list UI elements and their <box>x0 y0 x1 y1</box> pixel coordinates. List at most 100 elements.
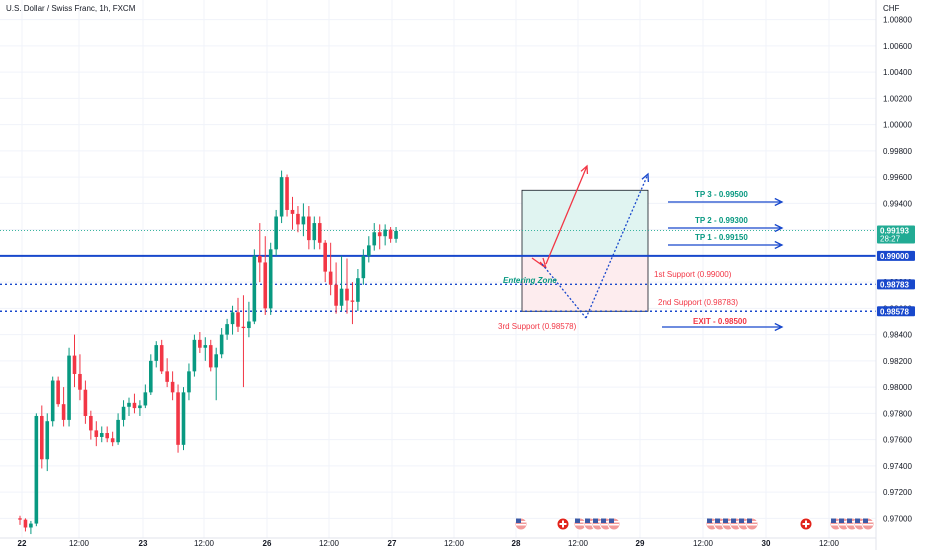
candle-body <box>154 345 159 361</box>
price-badge-value: 0.99193 <box>880 227 909 236</box>
time-tick-label: 12:00 <box>444 539 465 548</box>
candle-body <box>203 345 208 348</box>
bullish-arrow <box>545 165 588 265</box>
us-flag-icon <box>861 517 875 531</box>
candles <box>18 170 398 535</box>
time-tick-label: 29 <box>636 539 645 548</box>
candle-body <box>377 232 382 237</box>
candle-body <box>34 415 39 524</box>
candle-body <box>83 389 88 416</box>
candle-body <box>29 523 33 528</box>
candle-body <box>247 321 251 329</box>
candle-body <box>110 438 115 443</box>
economic-events <box>514 517 875 531</box>
price-tick-label: 0.99600 <box>883 173 912 182</box>
price-badge <box>877 306 915 317</box>
time-tick-label: 12:00 <box>194 539 215 548</box>
candle-body <box>301 216 306 225</box>
candle-body <box>67 355 71 420</box>
candle-body <box>307 216 311 241</box>
time-tick-label: 12:00 <box>819 539 840 548</box>
tp-label: TP 1 - 0.99150 <box>695 233 748 242</box>
exit-arrow-head <box>774 322 784 332</box>
candle-body <box>18 518 22 520</box>
us-flag-icon <box>514 517 528 531</box>
ch-flag-icon <box>799 517 813 531</box>
candle-body <box>89 415 93 431</box>
price-tick-label: 0.98200 <box>883 357 912 366</box>
candle-body <box>219 334 224 355</box>
candle-body <box>208 345 213 368</box>
candle-body <box>198 339 202 348</box>
candle-body <box>138 405 142 409</box>
support-label: 3rd Support (0.98578) <box>498 322 577 331</box>
candle-body <box>45 421 50 460</box>
candle-body <box>241 326 246 329</box>
candle-body <box>263 262 268 309</box>
candle-body <box>345 288 349 301</box>
trade-zones <box>521 189 649 312</box>
candle-body <box>170 381 175 393</box>
price-tick-label: 0.97800 <box>883 409 912 418</box>
candle-body <box>176 392 180 445</box>
support-label: 1st Support (0.99000) <box>654 270 732 279</box>
candle-body <box>225 324 229 335</box>
candle-body <box>192 339 197 372</box>
candle-body <box>350 300 355 302</box>
candle-body <box>187 371 191 393</box>
price-tick-label: 0.99400 <box>883 199 912 208</box>
candle-body <box>312 223 317 241</box>
candle-body <box>23 519 28 528</box>
candle-body <box>388 229 393 239</box>
tp-label: TP 2 - 0.99300 <box>695 216 748 225</box>
tp-arrow-head <box>774 240 784 250</box>
candle-body <box>339 288 344 306</box>
currency-label: CHF <box>883 4 900 13</box>
chart-labels: TP 3 - 0.99500 TP 2 - 0.99300 TP 1 - 0.991… <box>498 190 748 331</box>
candle-body <box>279 177 284 217</box>
candle-body <box>143 392 148 406</box>
candle-body <box>72 355 77 374</box>
candle-body <box>132 402 137 409</box>
candle-body <box>383 229 387 237</box>
price-tick-label: 0.98400 <box>883 331 912 340</box>
candle-body <box>214 354 218 368</box>
time-tick-label: 23 <box>139 539 148 548</box>
take-profit-zone <box>521 189 649 257</box>
time-tick-label: 26 <box>263 539 272 548</box>
time-axis: 22 12:00 23 12:00 26 12:00 27 12:00 28 12:00 29 12:… <box>0 537 876 548</box>
time-tick-label: 12:00 <box>568 539 589 548</box>
candle-body <box>372 232 377 246</box>
time-tick-label: 12:00 <box>69 539 90 548</box>
price-tick-label: 1.00000 <box>883 121 912 130</box>
chart-grid <box>0 0 876 538</box>
candle-body <box>78 373 82 390</box>
candle-body <box>61 404 66 420</box>
price-tick-label: 0.97600 <box>883 436 912 445</box>
tp-label: TP 3 - 0.99500 <box>695 190 748 199</box>
candle-body <box>361 255 366 279</box>
candle-body <box>274 216 278 250</box>
candle-body <box>105 433 109 439</box>
candle-body <box>94 430 99 437</box>
candle-body <box>127 402 131 407</box>
support-label: 2nd Support (0.98783) <box>658 298 738 307</box>
price-badge-countdown: 28:27 <box>880 235 901 244</box>
price-badge <box>877 225 915 244</box>
candle-body <box>328 271 333 285</box>
dotted-path-up-head <box>641 172 649 183</box>
candle-body <box>181 392 186 445</box>
time-tick-label: 30 <box>762 539 771 548</box>
candle-body <box>159 345 164 372</box>
tp-arrow-head <box>774 197 784 207</box>
candle-body <box>323 242 327 272</box>
candle-body <box>236 312 240 327</box>
candle-body <box>149 360 153 393</box>
candle-body <box>394 230 398 239</box>
candle-body <box>121 406 126 420</box>
time-tick-label: 22 <box>18 539 27 548</box>
entering-zone-label: Entering Zone <box>503 276 557 285</box>
candle-body <box>268 249 273 309</box>
